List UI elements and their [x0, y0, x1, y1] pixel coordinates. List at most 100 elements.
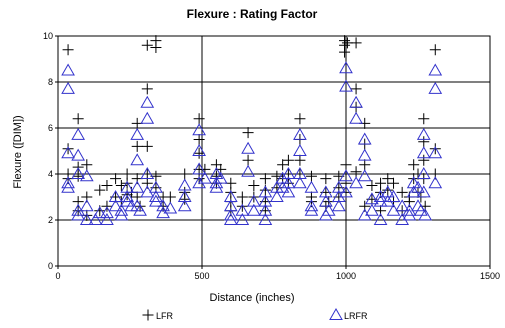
lrfr-point	[246, 203, 261, 216]
lrfr-point	[270, 189, 284, 202]
lrfr-point	[71, 208, 86, 221]
chart-title: Flexure : Rating Factor	[187, 7, 318, 21]
lrfr-point	[120, 180, 134, 193]
lfr-point	[150, 42, 162, 53]
lrfr-point	[304, 203, 319, 216]
lrfr-point	[418, 208, 433, 221]
lrfr-point	[293, 143, 307, 156]
lrfr-point	[416, 166, 431, 179]
lrfr-point	[339, 169, 353, 182]
lfr-point	[179, 168, 191, 180]
lrfr-point	[140, 95, 155, 108]
lrfr-point	[88, 212, 103, 225]
y-tick-label: 2	[48, 215, 53, 225]
y-tick-label: 10	[43, 31, 53, 41]
lrfr-point	[275, 171, 290, 184]
lrfr-point	[293, 127, 307, 140]
lfr-point	[340, 159, 352, 171]
lrfr-point	[258, 212, 273, 225]
lfr-point	[294, 113, 306, 125]
lrfr-point	[71, 148, 86, 161]
lrfr-point	[339, 79, 353, 92]
lrfr-point	[406, 185, 421, 198]
lrfr-point	[213, 171, 228, 184]
lfr-point	[366, 180, 378, 191]
lrfr-point	[177, 199, 192, 212]
lrfr-point	[114, 208, 129, 221]
lrfr-point	[428, 63, 443, 76]
lrfr-point	[149, 189, 163, 202]
lrfr-point	[304, 180, 319, 193]
legend-lfr-marker	[142, 309, 154, 321]
legend-lrfr-symbol	[329, 307, 343, 320]
lrfr-point	[414, 203, 428, 216]
lrfr-point	[293, 176, 307, 189]
legend-lrfr-label: LRFR	[344, 311, 368, 321]
lrfr-point	[108, 189, 123, 202]
lrfr-point	[177, 189, 192, 202]
lrfr-point	[156, 206, 170, 219]
lrfr-point	[258, 194, 273, 207]
lfr-point	[277, 159, 289, 171]
lrfr-point	[61, 81, 75, 94]
lfr-point	[350, 37, 362, 49]
lfr-point	[294, 154, 306, 166]
lfr-point	[375, 177, 387, 189]
lrfr-point	[428, 81, 443, 94]
lfr-point	[141, 83, 153, 95]
legend-lrfr-marker	[329, 307, 343, 320]
lfr-point	[350, 166, 362, 178]
lrfr-point	[411, 180, 425, 193]
lfr-point	[101, 180, 113, 191]
lfr-point	[320, 173, 332, 185]
lrfr-point	[416, 127, 431, 140]
x-tick-label: 1000	[336, 271, 356, 281]
lrfr-point	[246, 194, 261, 207]
lrfr-point	[71, 166, 86, 179]
lrfr-point	[281, 166, 296, 179]
lrfr-point	[140, 166, 155, 179]
lrfr-point	[61, 146, 75, 159]
series-lfr	[62, 35, 441, 221]
lfr-point	[236, 200, 248, 212]
lrfr-point	[281, 185, 296, 198]
lrfr-point	[235, 203, 250, 216]
lfr-point	[72, 170, 84, 182]
lfr-point	[396, 186, 408, 198]
lrfr-point	[281, 176, 296, 189]
lrfr-point	[349, 95, 363, 108]
lrfr-point	[223, 212, 238, 225]
lrfr-point	[79, 212, 94, 225]
lrfr-point	[156, 199, 170, 212]
lfr-point	[141, 39, 153, 51]
legend-lfr-label: LFR	[156, 311, 174, 321]
lrfr-point	[339, 61, 353, 74]
lfr-point	[408, 159, 420, 171]
lrfr-point	[192, 162, 206, 175]
lfr-point	[429, 44, 441, 56]
lrfr-point	[120, 194, 134, 207]
lrfr-point	[133, 203, 147, 216]
lrfr-point	[223, 208, 238, 221]
lrfr-point	[114, 203, 129, 216]
lrfr-point	[386, 189, 401, 202]
legend: LFR LRFR	[142, 307, 368, 321]
lfr-point	[81, 159, 93, 171]
lfr-point	[141, 140, 153, 152]
lfr-point	[121, 177, 133, 189]
y-tick-label: 0	[48, 261, 53, 271]
lrfr-point	[402, 208, 417, 221]
x-axis-label: Distance (inches)	[210, 292, 295, 304]
legend-lfr-symbol	[142, 309, 154, 321]
lrfr-point	[339, 185, 353, 198]
lfr-point	[339, 46, 351, 58]
lrfr-point	[92, 206, 107, 219]
lfr-point	[242, 127, 254, 139]
lfr-point	[62, 44, 74, 56]
plot-area: 0 2 4 6 8 10 0 500 1000 1500	[43, 31, 500, 281]
lfr-point	[359, 159, 371, 171]
tick-labels: 0 2 4 6 8 10 0 500 1000 1500	[43, 31, 500, 281]
lrfr-point	[349, 176, 363, 189]
lrfr-point	[149, 194, 163, 207]
